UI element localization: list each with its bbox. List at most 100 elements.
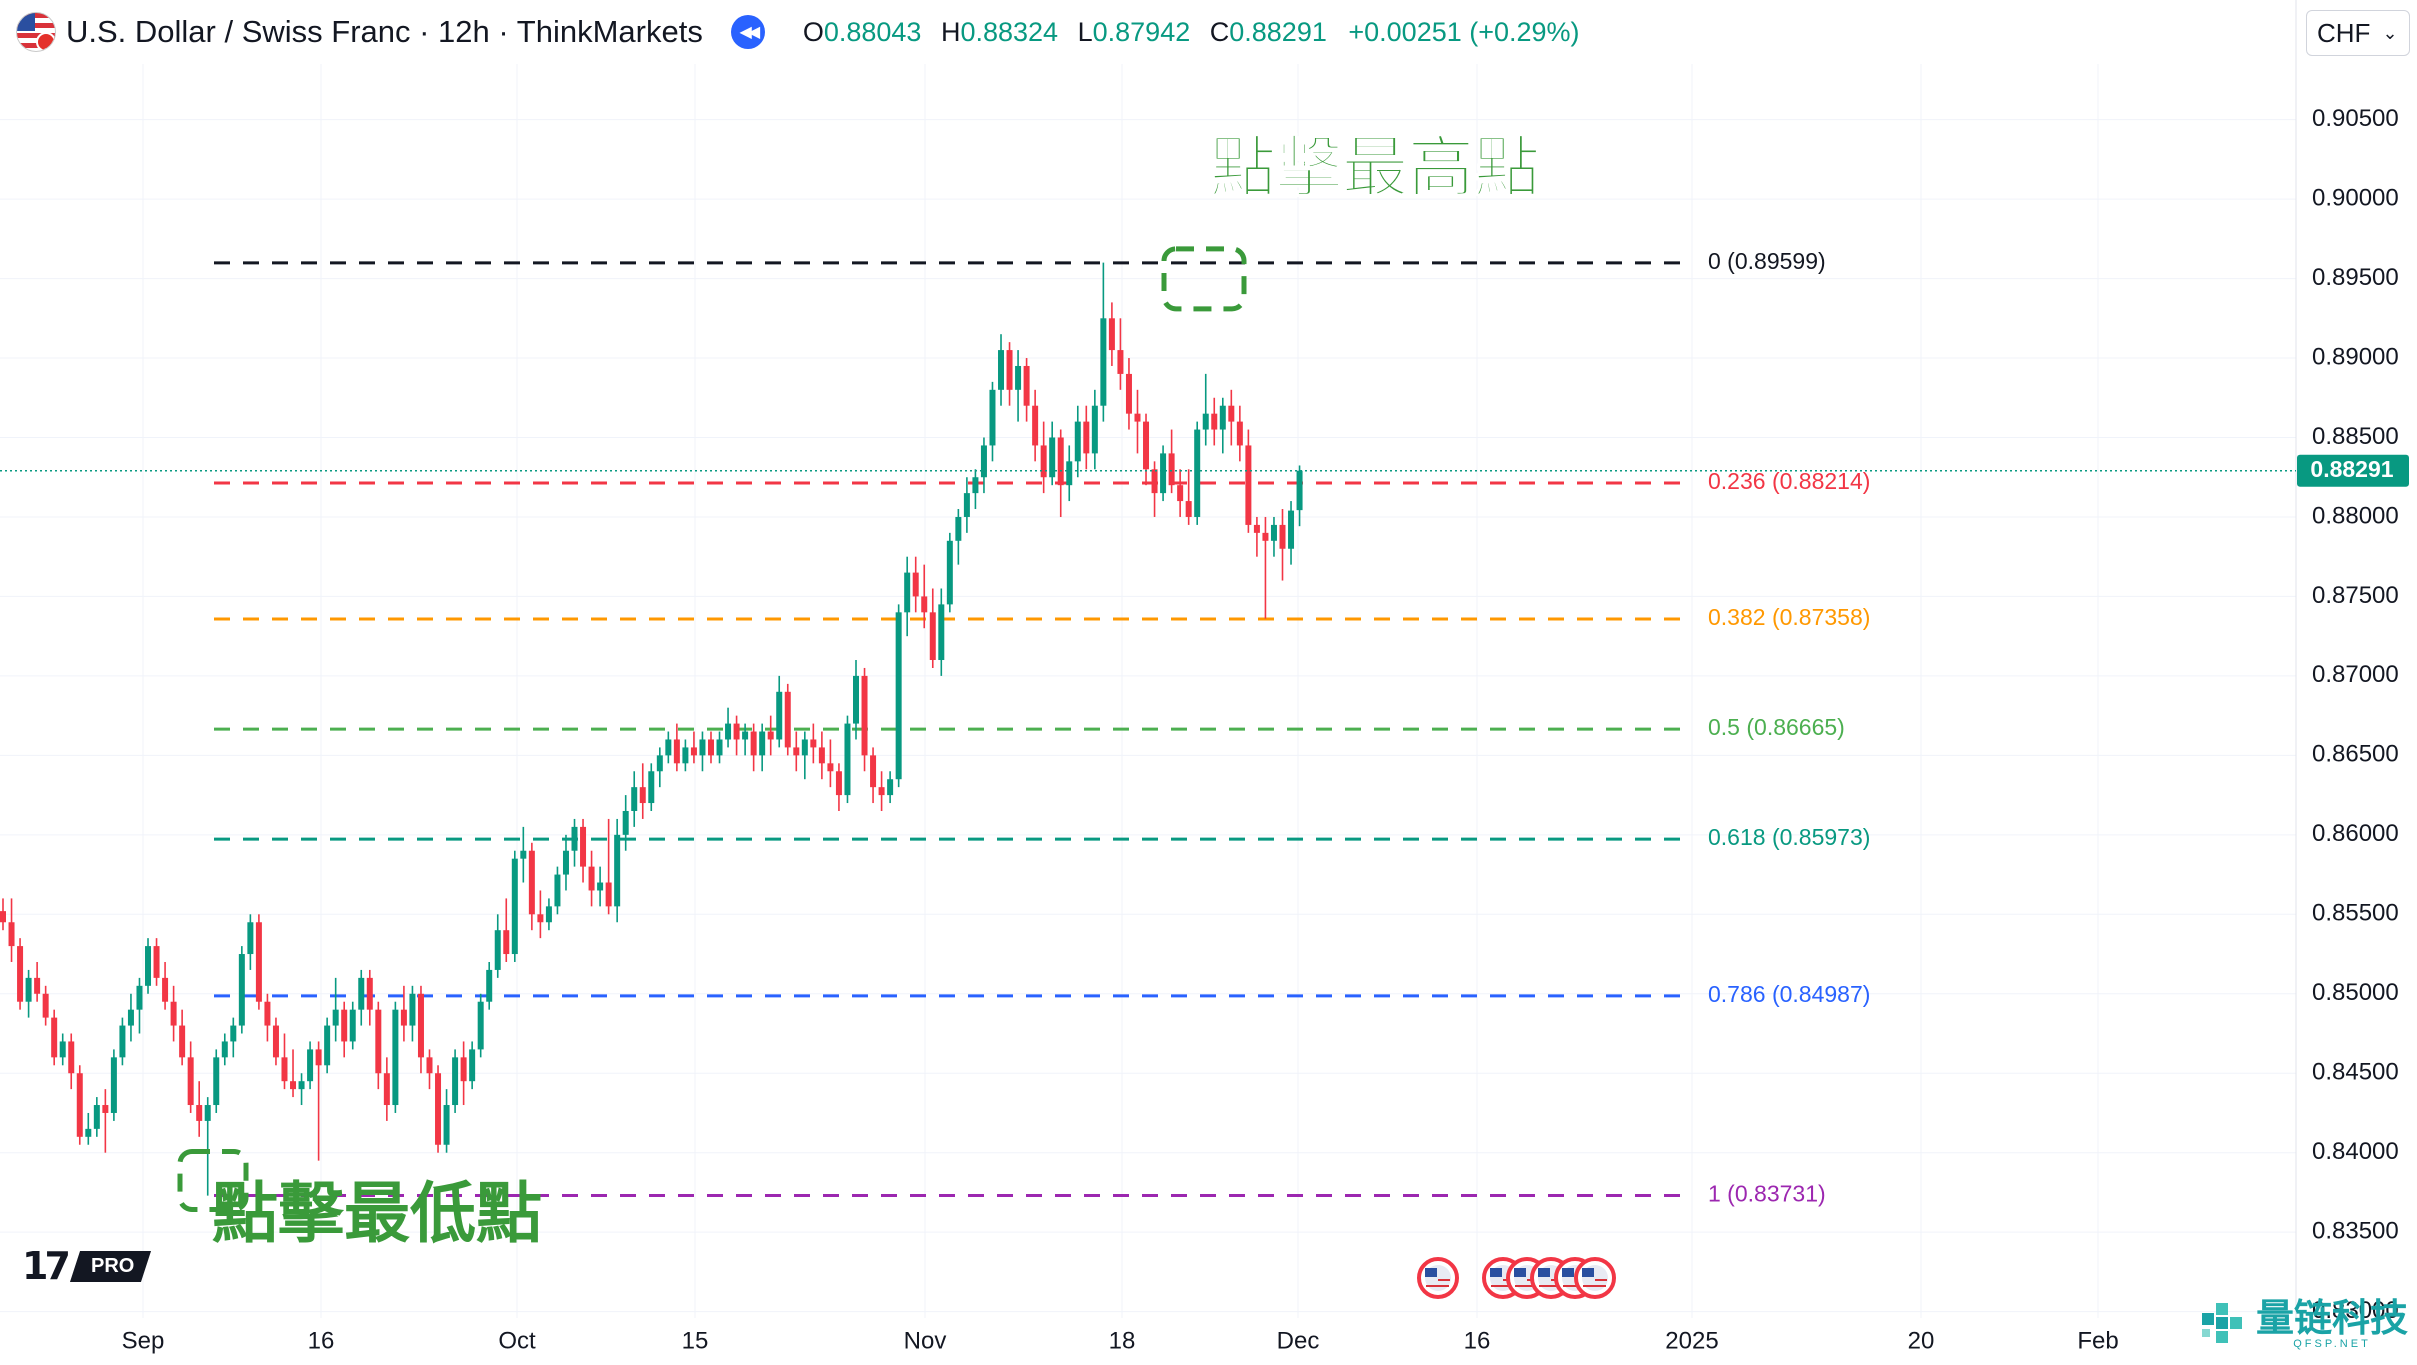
candle: [85, 1112, 92, 1145]
candle-body: [972, 477, 979, 494]
candle-body: [264, 1001, 271, 1026]
candle-body: [1125, 373, 1132, 414]
candle-body: [895, 612, 902, 780]
candle-body: [767, 731, 774, 740]
candle: [853, 660, 859, 740]
candle: [187, 1041, 194, 1113]
open-key: O: [802, 16, 824, 47]
candle: [725, 707, 732, 748]
high-point-annotation: 點擊最高點: [1210, 130, 1540, 204]
candle: [1253, 516, 1260, 557]
price-tick-label: 0.90000: [2312, 184, 2399, 211]
candle: [545, 898, 552, 931]
candle-body: [1177, 485, 1184, 502]
currency-select[interactable]: CHF ⌄: [2306, 10, 2410, 56]
candle: [358, 969, 365, 1026]
chart-header: U.S. Dollar / Swiss Franc · 12h · ThinkM…: [0, 0, 2300, 64]
candle-body: [417, 993, 424, 1058]
candle-body: [853, 675, 859, 724]
candle-body: [580, 826, 587, 867]
replay-rewind-icon[interactable]: ◀◀: [730, 15, 765, 49]
candle-body: [221, 1041, 228, 1058]
candle: [281, 1033, 288, 1090]
candle: [1074, 405, 1081, 478]
chevron-down-icon: ⌄: [2382, 22, 2398, 43]
candle: [580, 818, 587, 883]
low-point-marker: [177, 1148, 249, 1212]
candle-body: [716, 739, 723, 756]
candle: [946, 532, 953, 613]
candle-body: [1288, 510, 1295, 549]
tradingview-logo[interactable]: 17 PRO: [22, 1244, 152, 1288]
price-tick-label: 0.89500: [2312, 264, 2399, 291]
candle-body: [110, 1057, 117, 1113]
candle-body: [980, 445, 987, 478]
candle-body: [1253, 524, 1260, 533]
watermark-logo-icon: [2198, 1299, 2248, 1349]
candle-body: [742, 731, 749, 740]
candle: [665, 731, 672, 764]
us-economic-event-icon[interactable]: [1417, 1257, 1459, 1299]
candle: [153, 938, 160, 986]
candle-body: [520, 850, 527, 859]
candle: [1262, 516, 1269, 619]
candle-body: [179, 1025, 186, 1058]
candle-body: [298, 1081, 305, 1090]
candle: [1185, 469, 1192, 525]
candle-body: [562, 850, 569, 875]
candle: [784, 683, 791, 756]
candle: [861, 667, 868, 772]
candle-body: [68, 1041, 75, 1074]
candle: [827, 739, 834, 788]
candle: [844, 715, 851, 804]
candle-body: [366, 977, 373, 1010]
symbol-title[interactable]: U.S. Dollar / Swiss Franc · 12h · ThinkM…: [66, 14, 703, 49]
candle: [298, 1073, 305, 1106]
candle: [162, 961, 169, 1010]
candle-body: [639, 787, 646, 804]
candle-body: [375, 1009, 382, 1074]
candle: [196, 1081, 203, 1137]
candle: [383, 1057, 390, 1121]
candle: [912, 556, 919, 613]
candle: [835, 763, 842, 811]
candle: [597, 866, 604, 907]
candle-body: [571, 826, 578, 851]
watermark: 量链科技 QFSP.NET: [2198, 1298, 2408, 1350]
candle-body: [656, 755, 663, 772]
candle: [42, 985, 49, 1026]
candle: [110, 1049, 117, 1121]
candle-body: [494, 930, 501, 970]
candle: [0, 898, 6, 931]
candle-body: [861, 675, 868, 756]
us-economic-event-icon[interactable]: [1574, 1257, 1616, 1299]
candle: [477, 993, 484, 1058]
candle-body: [1151, 469, 1158, 494]
candle: [452, 1049, 459, 1113]
candle: [1177, 469, 1184, 517]
candle-body: [537, 914, 544, 923]
candle-body: [545, 906, 552, 923]
candle: [742, 723, 749, 756]
candle-body: [648, 771, 655, 804]
candle: [34, 961, 41, 1002]
candle-body: [460, 1057, 467, 1082]
candle: [213, 1049, 220, 1113]
price-tick-label: 0.86500: [2312, 741, 2399, 768]
candle-body: [315, 1049, 322, 1066]
candle-body: [324, 1025, 331, 1066]
candle: [145, 938, 152, 994]
candle: [119, 1017, 126, 1066]
fib-level-label: 0.786 (0.84987): [1708, 981, 1870, 1007]
price-tick-label: 0.90500: [2312, 105, 2399, 132]
candle-body: [614, 834, 621, 907]
candle: [767, 715, 774, 756]
candle: [528, 842, 535, 931]
candle-body: [759, 731, 766, 756]
candle: [8, 898, 15, 962]
candle: [1108, 302, 1115, 366]
candle-body: [887, 779, 894, 796]
candle-body: [383, 1073, 390, 1106]
